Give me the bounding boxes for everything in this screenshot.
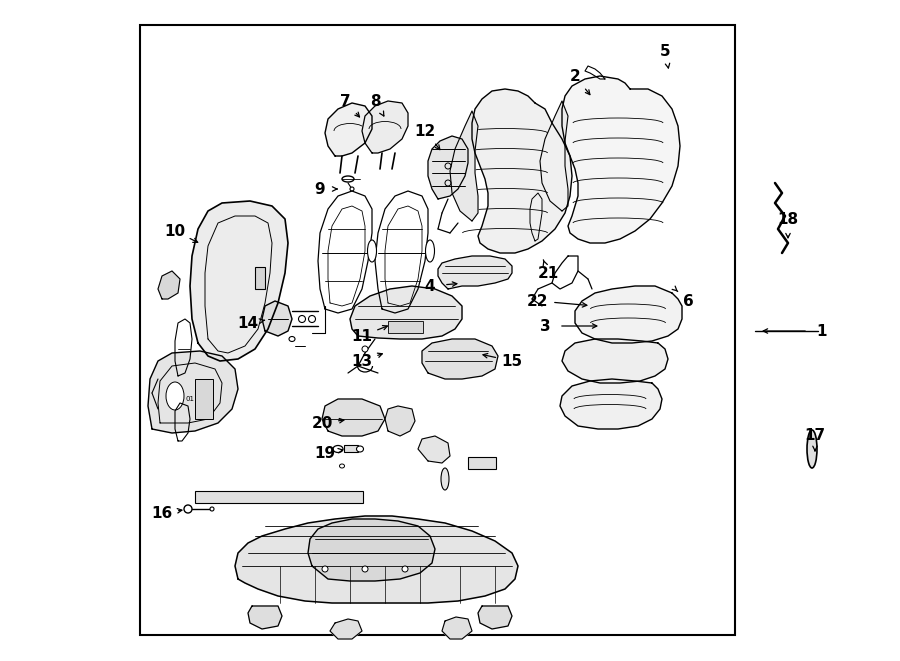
- Text: 01: 01: [185, 396, 194, 402]
- Polygon shape: [562, 339, 668, 383]
- Ellipse shape: [362, 566, 368, 572]
- Polygon shape: [322, 399, 385, 436]
- Text: 3: 3: [540, 319, 550, 334]
- Ellipse shape: [333, 446, 343, 453]
- Ellipse shape: [289, 336, 295, 342]
- Ellipse shape: [166, 382, 184, 410]
- Text: 5: 5: [660, 44, 670, 59]
- Ellipse shape: [356, 446, 364, 452]
- Text: 15: 15: [501, 354, 523, 368]
- Bar: [255, 267, 265, 289]
- Polygon shape: [450, 111, 478, 221]
- Polygon shape: [575, 286, 682, 343]
- Polygon shape: [248, 606, 282, 629]
- Polygon shape: [438, 256, 512, 289]
- Polygon shape: [422, 339, 498, 379]
- Text: 14: 14: [238, 315, 258, 330]
- Text: 13: 13: [351, 354, 373, 368]
- Text: 2: 2: [570, 69, 580, 83]
- Ellipse shape: [367, 240, 376, 262]
- Polygon shape: [362, 101, 408, 153]
- Ellipse shape: [342, 176, 354, 182]
- Ellipse shape: [322, 566, 328, 572]
- Ellipse shape: [402, 566, 408, 572]
- Text: 11: 11: [352, 329, 373, 344]
- Text: 12: 12: [414, 124, 436, 139]
- Ellipse shape: [362, 346, 368, 352]
- Ellipse shape: [210, 507, 214, 511]
- Polygon shape: [262, 301, 292, 336]
- Text: 17: 17: [805, 428, 825, 444]
- Polygon shape: [540, 101, 568, 211]
- Polygon shape: [428, 136, 468, 199]
- Bar: [344, 445, 358, 452]
- Polygon shape: [560, 379, 662, 429]
- Polygon shape: [442, 617, 472, 639]
- Ellipse shape: [299, 315, 305, 323]
- Text: 18: 18: [778, 212, 798, 227]
- Polygon shape: [472, 89, 572, 253]
- Text: 21: 21: [537, 266, 559, 280]
- Polygon shape: [235, 516, 518, 603]
- Polygon shape: [148, 351, 238, 433]
- Text: 19: 19: [314, 446, 336, 461]
- Ellipse shape: [426, 240, 435, 262]
- Polygon shape: [418, 436, 450, 463]
- Polygon shape: [158, 271, 180, 299]
- Text: 16: 16: [151, 506, 173, 520]
- Text: 4: 4: [425, 278, 436, 293]
- Ellipse shape: [339, 464, 345, 468]
- Bar: [468, 457, 496, 469]
- Text: 22: 22: [527, 293, 549, 309]
- Polygon shape: [190, 201, 288, 361]
- Text: 7: 7: [339, 93, 350, 108]
- Bar: [195, 379, 213, 419]
- Polygon shape: [385, 406, 415, 436]
- Polygon shape: [308, 519, 435, 581]
- Text: 1: 1: [817, 323, 827, 338]
- Ellipse shape: [807, 430, 817, 468]
- Bar: [140, 25, 735, 635]
- Text: 20: 20: [311, 416, 333, 430]
- Bar: [195, 491, 363, 503]
- Text: 6: 6: [682, 293, 693, 309]
- Ellipse shape: [184, 505, 192, 513]
- Polygon shape: [325, 103, 372, 156]
- Text: 9: 9: [315, 182, 325, 196]
- Polygon shape: [478, 606, 512, 629]
- Polygon shape: [350, 286, 462, 339]
- Polygon shape: [330, 619, 362, 639]
- Text: 10: 10: [165, 223, 185, 239]
- Bar: [388, 321, 423, 333]
- Text: 8: 8: [370, 93, 381, 108]
- Polygon shape: [562, 76, 680, 243]
- Ellipse shape: [309, 315, 316, 323]
- Ellipse shape: [350, 187, 354, 191]
- Ellipse shape: [441, 468, 449, 490]
